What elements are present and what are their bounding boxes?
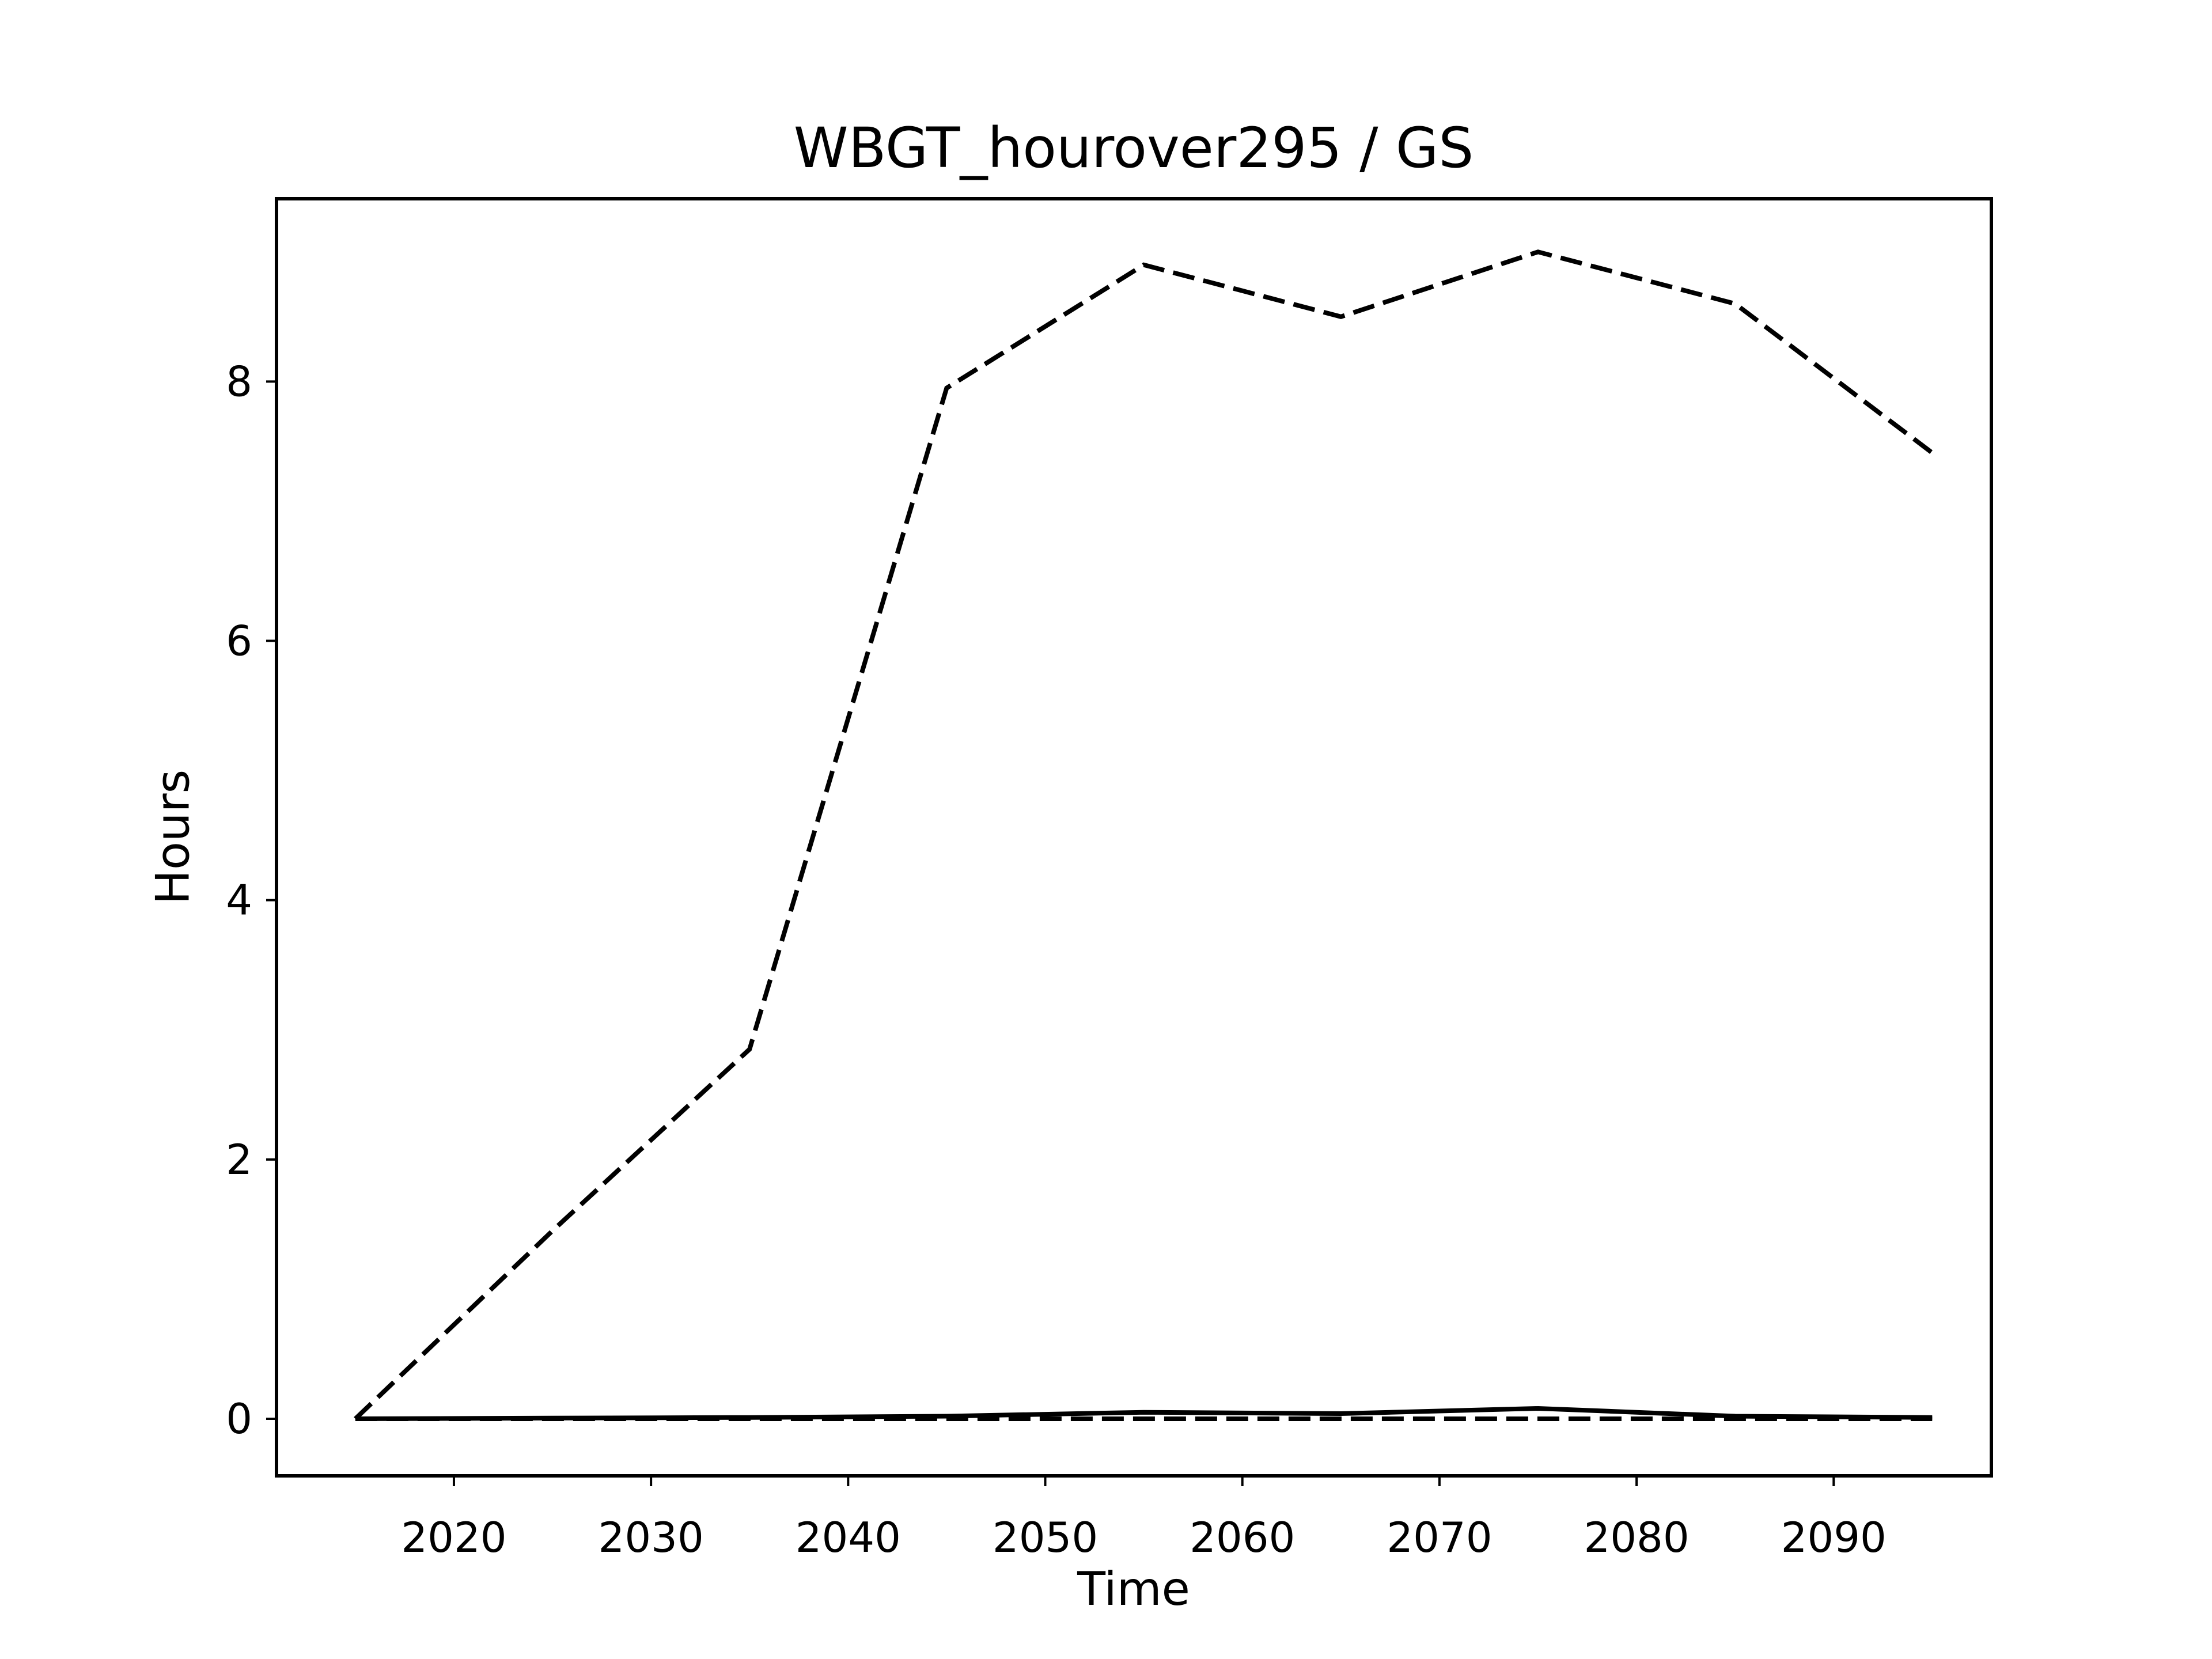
x-tick-label: 2040 (796, 1513, 901, 1562)
x-tick-label: 2060 (1190, 1513, 1295, 1562)
y-tick-label: 8 (226, 357, 252, 406)
axes-spines (275, 197, 1993, 1478)
y-axis-label: Hours (146, 769, 200, 905)
y-tick-label: 6 (226, 617, 252, 665)
x-tick-label: 2070 (1387, 1513, 1492, 1562)
data-line-series-1-dashed (354, 249, 1934, 1421)
x-tick-label: 2090 (1781, 1513, 1887, 1562)
x-tick-label: 2050 (993, 1513, 1098, 1562)
x-axis-label: Time (1077, 1562, 1190, 1616)
y-tick-label: 4 (226, 876, 252, 925)
chart-title: WBGT_hourover295 / GS (793, 116, 1474, 180)
y-tick-label: 0 (226, 1395, 252, 1443)
y-tick-label: 2 (226, 1135, 252, 1184)
x-tick-label: 2080 (1584, 1513, 1689, 1562)
x-tick-label: 2020 (401, 1513, 506, 1562)
x-tick-label: 2030 (599, 1513, 704, 1562)
